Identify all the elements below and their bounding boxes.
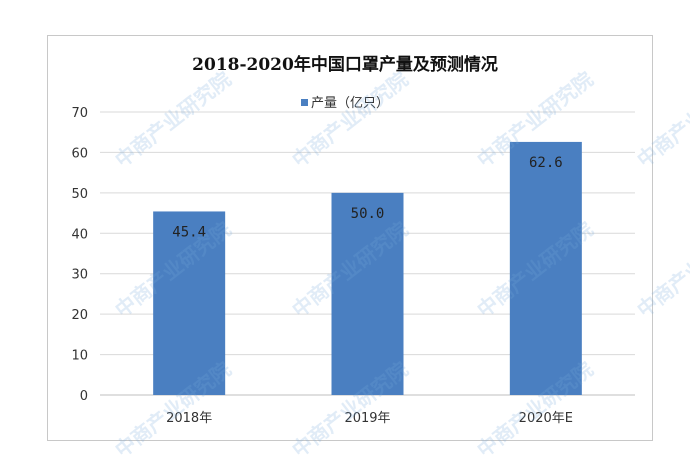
legend-swatch [300, 98, 308, 106]
y-tick-label: 70 [71, 106, 88, 121]
x-tick-label: 2020年E [519, 411, 573, 426]
y-tick-label: 30 [71, 268, 88, 283]
y-tick-label: 10 [71, 349, 88, 364]
x-tick-label: 2018年 [166, 411, 212, 426]
y-tick-label: 50 [71, 187, 88, 202]
x-tick-label: 2019年 [344, 411, 390, 426]
chart-legend: 产量（亿只） [0, 92, 690, 111]
y-tick-label: 40 [71, 227, 88, 242]
chart-title: 2018-2020年中国口罩产量及预测情况 [192, 55, 498, 75]
bar [509, 141, 582, 395]
y-tick-label: 60 [71, 146, 88, 161]
data-label: 50.0 [351, 206, 385, 222]
bar [331, 192, 404, 395]
bar [153, 211, 226, 395]
y-tick-label: 0 [80, 389, 88, 404]
legend-label: 产量（亿只） [310, 96, 389, 111]
data-label: 62.6 [529, 155, 563, 171]
data-label: 45.4 [172, 224, 206, 240]
y-tick-label: 20 [71, 308, 88, 323]
